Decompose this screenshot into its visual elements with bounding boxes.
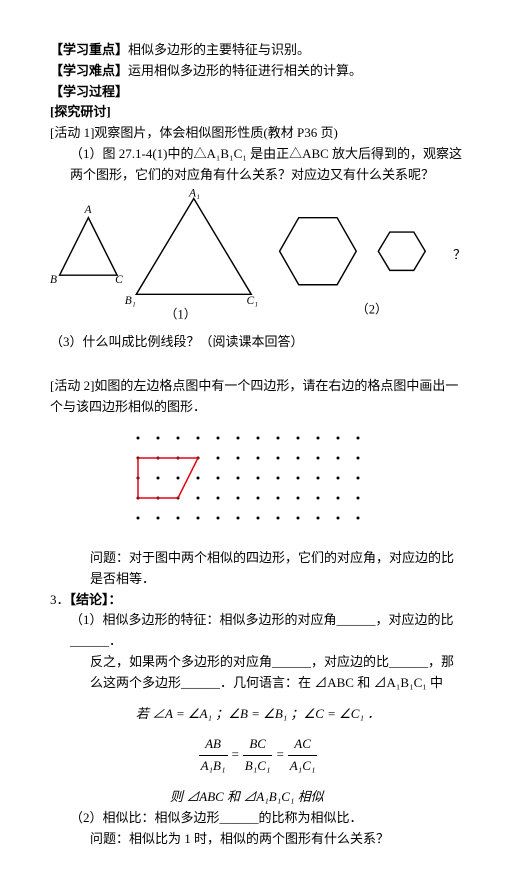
heading-explore: [探究研讨]: [50, 102, 466, 123]
math-angles: 若 ∠A = ∠A₁ ；∠B = ∠B₁ ；∠C = ∠C₁ ．: [50, 704, 466, 725]
conclusion-q: 问题：相似比为 1 时，相似的两个图形有什么关系？: [90, 829, 466, 850]
label-C1: C₁: [246, 295, 258, 307]
fig1-label: （1）: [165, 307, 196, 321]
heading-label: 【学习难点】: [50, 63, 128, 78]
triangles-svg: A B C A₁ B₁ C₁ （1）: [50, 186, 270, 326]
heading-text: 运用相似多边形的特征进行相关的计算。: [128, 63, 362, 78]
activity1-title: [活动 1]观察图片，体会相似图形性质(教材 P36 页): [50, 123, 466, 144]
conclusion-heading: 3．【结论】：: [50, 590, 466, 611]
frac-den: A₁C₁: [288, 756, 318, 777]
math-fractions: AB A₁B₁ = BC B₁C₁ = AC A₁C₁: [50, 734, 466, 777]
activity2-question: 问题：对于图中两个相似的四边形，它们的对应角，对应边的比是否相等．: [90, 548, 466, 590]
conclusion-1a: （1）相似多边形的特征：相似多边形的对应角______，对应边的比______．: [70, 610, 466, 652]
heading-study-focus: 【学习重点】相似多边形的主要特征与识别。: [50, 40, 466, 61]
activity1-q1: （1）图 27.1-4(1)中的△A₁B₁C₁ 是由正△ABC 放大后得到的，观…: [70, 144, 466, 186]
label-B1: B₁: [125, 295, 136, 307]
label-C: C: [115, 273, 123, 285]
conclusion-1b: 反之，如果两个多边形的对应角______，对应边的比______，那么这两个多边…: [90, 652, 466, 694]
frac-num: AB: [199, 734, 228, 756]
dot-grid-figure: [50, 428, 466, 538]
frac-3: AC A₁C₁: [288, 734, 318, 777]
activity1-q3: （3）什么叫成比例线段？（阅读课本回答）: [50, 332, 466, 353]
heading-study-difficulty: 【学习难点】运用相似多边形的特征进行相关的计算。: [50, 61, 466, 82]
frac-den: B₁C₁: [243, 756, 273, 777]
label-A: A: [84, 203, 93, 215]
frac-num: AC: [288, 734, 318, 756]
hexagons-svg: （2）: [270, 186, 443, 326]
frac-den: A₁B₁: [199, 756, 228, 777]
label-A1: A₁: [188, 187, 200, 199]
conclusion-label: 【结论】：: [70, 592, 122, 607]
equals: =: [231, 747, 243, 762]
heading-label: 【学习过程】: [50, 84, 128, 99]
label-B: B: [50, 273, 57, 285]
question-mark: ？: [453, 245, 466, 266]
frac-2: BC B₁C₁: [243, 734, 273, 777]
conclusion-num: 3．: [50, 592, 70, 607]
frac-1: AB A₁B₁: [199, 734, 228, 777]
figure-row-1: A B C A₁ B₁ C₁ （1） （2） ？: [50, 186, 466, 326]
conclusion-then: 则 ⊿ABC 和 ⊿A₁B₁C₁ 相似: [170, 787, 466, 808]
dot-grid-svg: [128, 428, 388, 538]
heading-text: 相似多边形的主要特征与识别。: [128, 42, 310, 57]
heading-label: 【学习重点】: [50, 42, 128, 57]
frac-num: BC: [243, 734, 273, 756]
conclusion-2: （2）相似比：相似多边形______的比称为相似比．: [70, 808, 466, 829]
heading-study-process: 【学习过程】: [50, 82, 466, 103]
fig2-label: （2）: [357, 302, 388, 316]
activity2-title: [活动 2]如图的左边格点图中有一个四边形，请在右边的格点图中画出一个与该四边形…: [50, 376, 466, 418]
equals: =: [276, 747, 288, 762]
